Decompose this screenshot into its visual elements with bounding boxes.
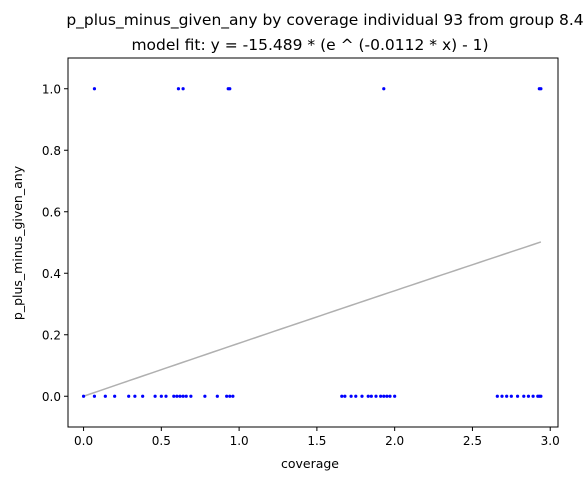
data-point	[81, 394, 86, 398]
x-tick-label: 0.0	[74, 434, 93, 448]
x-tick-label: 1.0	[230, 434, 249, 448]
y-tick-label: 0.0	[42, 390, 61, 404]
data-point	[181, 394, 185, 398]
data-point	[343, 394, 347, 398]
x-tick-label: 1.5	[307, 434, 326, 448]
data-point	[92, 87, 97, 91]
data-point	[172, 394, 176, 398]
y-axis: 0.0 0.2 0.4 0.6 0.8 1.0	[42, 82, 68, 404]
data-point	[215, 394, 219, 398]
data-point	[505, 394, 509, 398]
data-point	[164, 394, 168, 398]
data-point	[181, 87, 185, 91]
data-point	[374, 394, 378, 398]
data-point	[515, 394, 520, 398]
data-point	[178, 394, 182, 398]
data-point	[103, 394, 107, 398]
x-tick-label: 0.5	[152, 434, 171, 448]
data-point	[360, 394, 364, 398]
data-point	[393, 394, 397, 398]
data-point	[184, 394, 188, 398]
data-point	[369, 394, 373, 398]
y-axis-label: p_plus_minus_given_any	[10, 165, 25, 320]
data-point	[522, 394, 526, 398]
data-point	[176, 87, 181, 91]
data-point	[92, 394, 97, 398]
data-point	[133, 394, 137, 398]
data-point	[113, 394, 117, 398]
data-point	[349, 394, 353, 398]
data-point	[382, 394, 386, 398]
x-tick-label: 2.0	[385, 434, 404, 448]
data-point	[228, 87, 232, 91]
data-point	[340, 394, 344, 398]
y-tick-label: 0.2	[42, 328, 61, 342]
data-point	[385, 394, 389, 398]
data-point	[141, 394, 145, 398]
data-point	[203, 394, 207, 398]
data-point	[379, 394, 383, 398]
data-point	[366, 394, 370, 398]
data-point	[526, 394, 531, 398]
y-tick-label: 0.4	[42, 267, 61, 281]
chart-title: p_plus_minus_given_any by coverage indiv…	[66, 11, 583, 30]
data-point	[531, 394, 535, 398]
data-point	[509, 394, 513, 398]
data-point	[127, 394, 131, 398]
y-tick-label: 0.8	[42, 144, 61, 158]
data-point	[231, 394, 235, 398]
axes-frame	[67, 57, 559, 428]
data-point	[539, 87, 543, 91]
data-point	[495, 394, 499, 398]
data-point	[539, 394, 543, 398]
data-point	[175, 394, 179, 398]
y-tick-label: 0.6	[42, 205, 61, 219]
fit-line	[83, 241, 542, 397]
plot-area	[81, 87, 543, 398]
data-point	[500, 394, 504, 398]
data-point	[228, 394, 232, 398]
data-point	[189, 394, 193, 398]
x-axis-label: coverage	[281, 456, 339, 471]
data-point	[225, 394, 229, 398]
data-point	[153, 394, 157, 398]
x-tick-label: 2.5	[463, 434, 482, 448]
x-axis: 0.0 0.5 1.0 1.5 2.0 2.5 3.0	[74, 427, 560, 448]
y-tick-label: 1.0	[42, 82, 61, 96]
x-tick-label: 3.0	[541, 434, 560, 448]
data-point	[388, 394, 392, 398]
chart-subtitle: model fit: y = -15.489 * (e ^ (-0.0112 *…	[131, 36, 488, 54]
data-point	[354, 394, 358, 398]
data-point	[382, 87, 386, 91]
data-point	[159, 394, 163, 398]
